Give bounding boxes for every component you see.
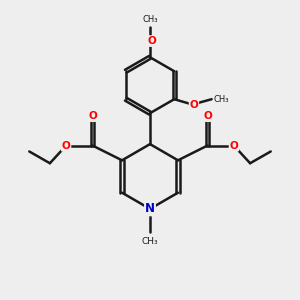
Text: N: N — [145, 202, 155, 215]
Text: O: O — [230, 141, 238, 151]
Text: O: O — [147, 36, 156, 46]
Text: CH₃: CH₃ — [142, 237, 158, 246]
Text: O: O — [203, 111, 212, 121]
Text: O: O — [88, 111, 97, 121]
Text: CH₃: CH₃ — [142, 15, 158, 24]
Text: CH₃: CH₃ — [214, 95, 230, 104]
Text: O: O — [62, 141, 70, 151]
Text: O: O — [190, 100, 198, 110]
